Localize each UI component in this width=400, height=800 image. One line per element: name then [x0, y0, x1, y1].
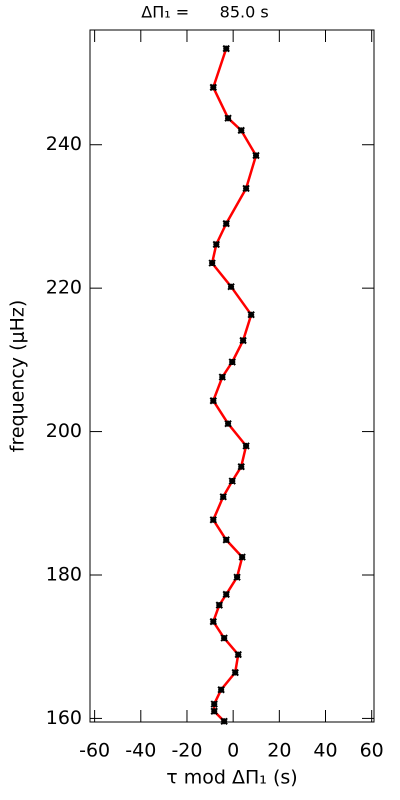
data-point: [218, 373, 227, 381]
x-axis-title: τ mod ΔΠ₁ (s): [166, 767, 297, 789]
data-point: [217, 686, 225, 694]
data-point: [220, 717, 228, 725]
y-tick-label: 220: [46, 277, 82, 299]
y-tick-label: 240: [46, 133, 82, 155]
data-point: [247, 310, 255, 319]
plot-frame: [89, 29, 375, 723]
data-point: [209, 516, 218, 524]
x-tick-label: -60: [79, 740, 110, 762]
data-point: [231, 668, 239, 677]
data-point: [222, 219, 230, 228]
data-point: [242, 184, 250, 193]
data-point: [224, 114, 232, 122]
data-point: [209, 83, 218, 92]
x-tick-label: 60: [360, 740, 384, 762]
data-point: [215, 601, 224, 609]
data-point: [210, 700, 218, 708]
data-point: [228, 477, 236, 485]
data-point: [208, 259, 216, 267]
x-tick-label: 20: [267, 740, 291, 762]
data-point: [238, 553, 246, 561]
data-point: [209, 397, 218, 405]
data-point: [224, 419, 232, 428]
x-tick-label: -40: [125, 740, 156, 762]
y-tick-label: 180: [46, 563, 82, 585]
x-tick-label: 0: [227, 740, 239, 762]
data-point: [237, 126, 245, 135]
data-point: [233, 573, 241, 581]
y-axis-title: frequency (μHz): [7, 300, 29, 453]
data-point: [237, 463, 245, 471]
data-point: [234, 650, 242, 659]
data-point: [212, 240, 221, 249]
data-point: [242, 442, 250, 450]
x-tick-label: 40: [313, 740, 337, 762]
chart-title: ΔΠ₁ = 85.0 s: [141, 3, 268, 22]
data-point: [220, 634, 228, 642]
x-tick-label: -20: [171, 740, 202, 762]
data-point: [227, 283, 235, 291]
data-point: [219, 493, 227, 501]
data-point: [228, 358, 236, 366]
data-point: [210, 707, 218, 715]
data-point: [222, 44, 230, 53]
y-tick-label: 160: [46, 707, 82, 729]
data-point: [209, 617, 218, 626]
data-point: [222, 536, 230, 544]
data-point: [222, 590, 230, 599]
data-line: [210, 48, 258, 723]
data-point: [239, 336, 247, 345]
y-tick-label: 200: [46, 420, 82, 442]
data-point: [252, 151, 260, 160]
